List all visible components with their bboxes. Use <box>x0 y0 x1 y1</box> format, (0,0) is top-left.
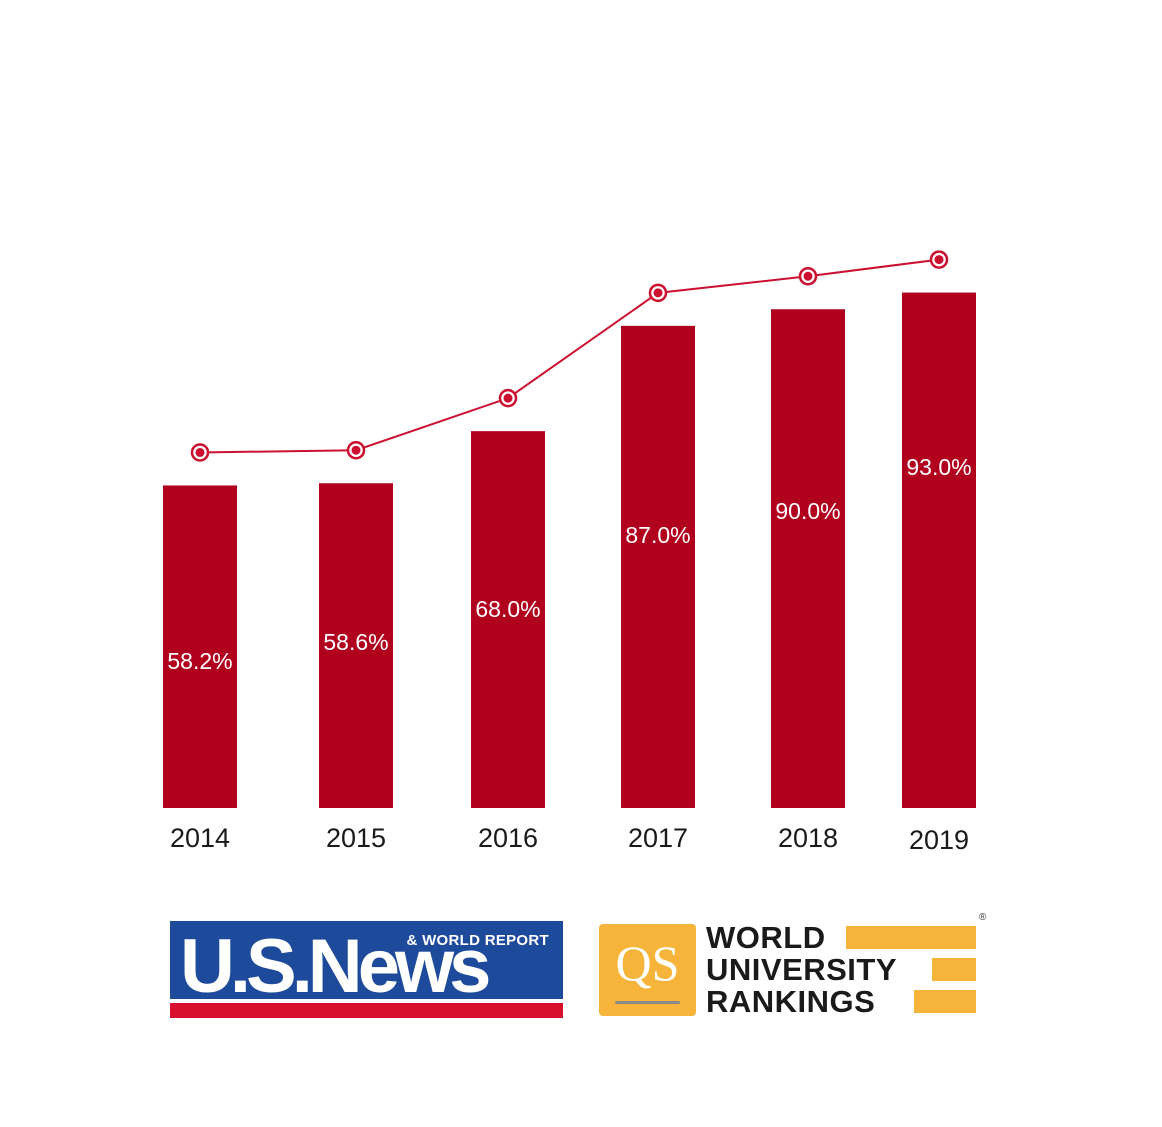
usnews-logo-sub: & WORLD REPORT <box>406 932 549 949</box>
qs-logo-bar-3 <box>914 990 976 1013</box>
bar-2018 <box>771 309 845 808</box>
bar-2016 <box>471 431 545 808</box>
data-label-2017: 87.0% <box>625 522 690 548</box>
qs-logo-line-1: WORLD <box>706 922 832 953</box>
bar-2017 <box>621 325 695 808</box>
qs-logo-underline <box>615 1001 680 1004</box>
x-tick-2014: 2014 <box>170 823 230 853</box>
marker-dot-2019 <box>934 255 944 265</box>
qs-logo-registered: ® <box>979 912 987 923</box>
marker-dot-2015 <box>351 445 361 455</box>
marker-dot-2014 <box>195 447 205 457</box>
marker-dot-2016 <box>503 393 513 403</box>
data-label-2019: 93.0% <box>906 454 971 480</box>
bar-2015 <box>319 483 393 808</box>
data-label-2015: 58.6% <box>323 629 388 655</box>
trend-line <box>199 258 940 454</box>
x-tick-2019: 2019 <box>909 825 969 855</box>
qs-logo-bar-1 <box>846 926 976 949</box>
markers-group <box>190 250 949 462</box>
data-label-2018: 90.0% <box>775 498 840 524</box>
qs-logo-line-2: UNIVERSITY <box>706 954 904 985</box>
usnews-logo: U.S.News & WORLD REPORT <box>170 921 563 1018</box>
usnews-logo-white-stripe <box>170 999 563 1003</box>
x-tick-2018: 2018 <box>778 823 838 853</box>
bar-2014 <box>163 485 237 808</box>
qs-logo-mark: QS <box>599 924 696 1016</box>
bar-labels-group: 58.2% 58.6% 68.0% 87.0% 90.0% 93.0% <box>167 454 971 674</box>
marker-dot-2017 <box>653 288 663 298</box>
bar-2019 <box>902 292 976 808</box>
qs-logo-line-3: RANKINGS <box>706 986 882 1017</box>
chart: 58.2%58.6%68.0%87.0%90.0%93.0% 2014 2015 2… <box>163 250 976 855</box>
data-label-2016: 68.0% <box>475 596 540 622</box>
usnews-logo-red-stripe <box>170 1003 563 1018</box>
usnews-logo-main: U.S.News <box>180 924 491 1009</box>
marker-dot-2018 <box>803 271 813 281</box>
x-tick-2015: 2015 <box>326 823 386 853</box>
bars-group <box>163 292 976 808</box>
qs-logo-bar-2 <box>932 958 976 981</box>
x-tick-labels: 2014 2015 2016 2017 2018 2019 <box>170 823 969 855</box>
x-tick-2016: 2016 <box>478 823 538 853</box>
data-label-2014: 58.2% <box>167 648 232 674</box>
x-tick-2017: 2017 <box>628 823 688 853</box>
qs-logo-letters: QS <box>615 935 680 991</box>
